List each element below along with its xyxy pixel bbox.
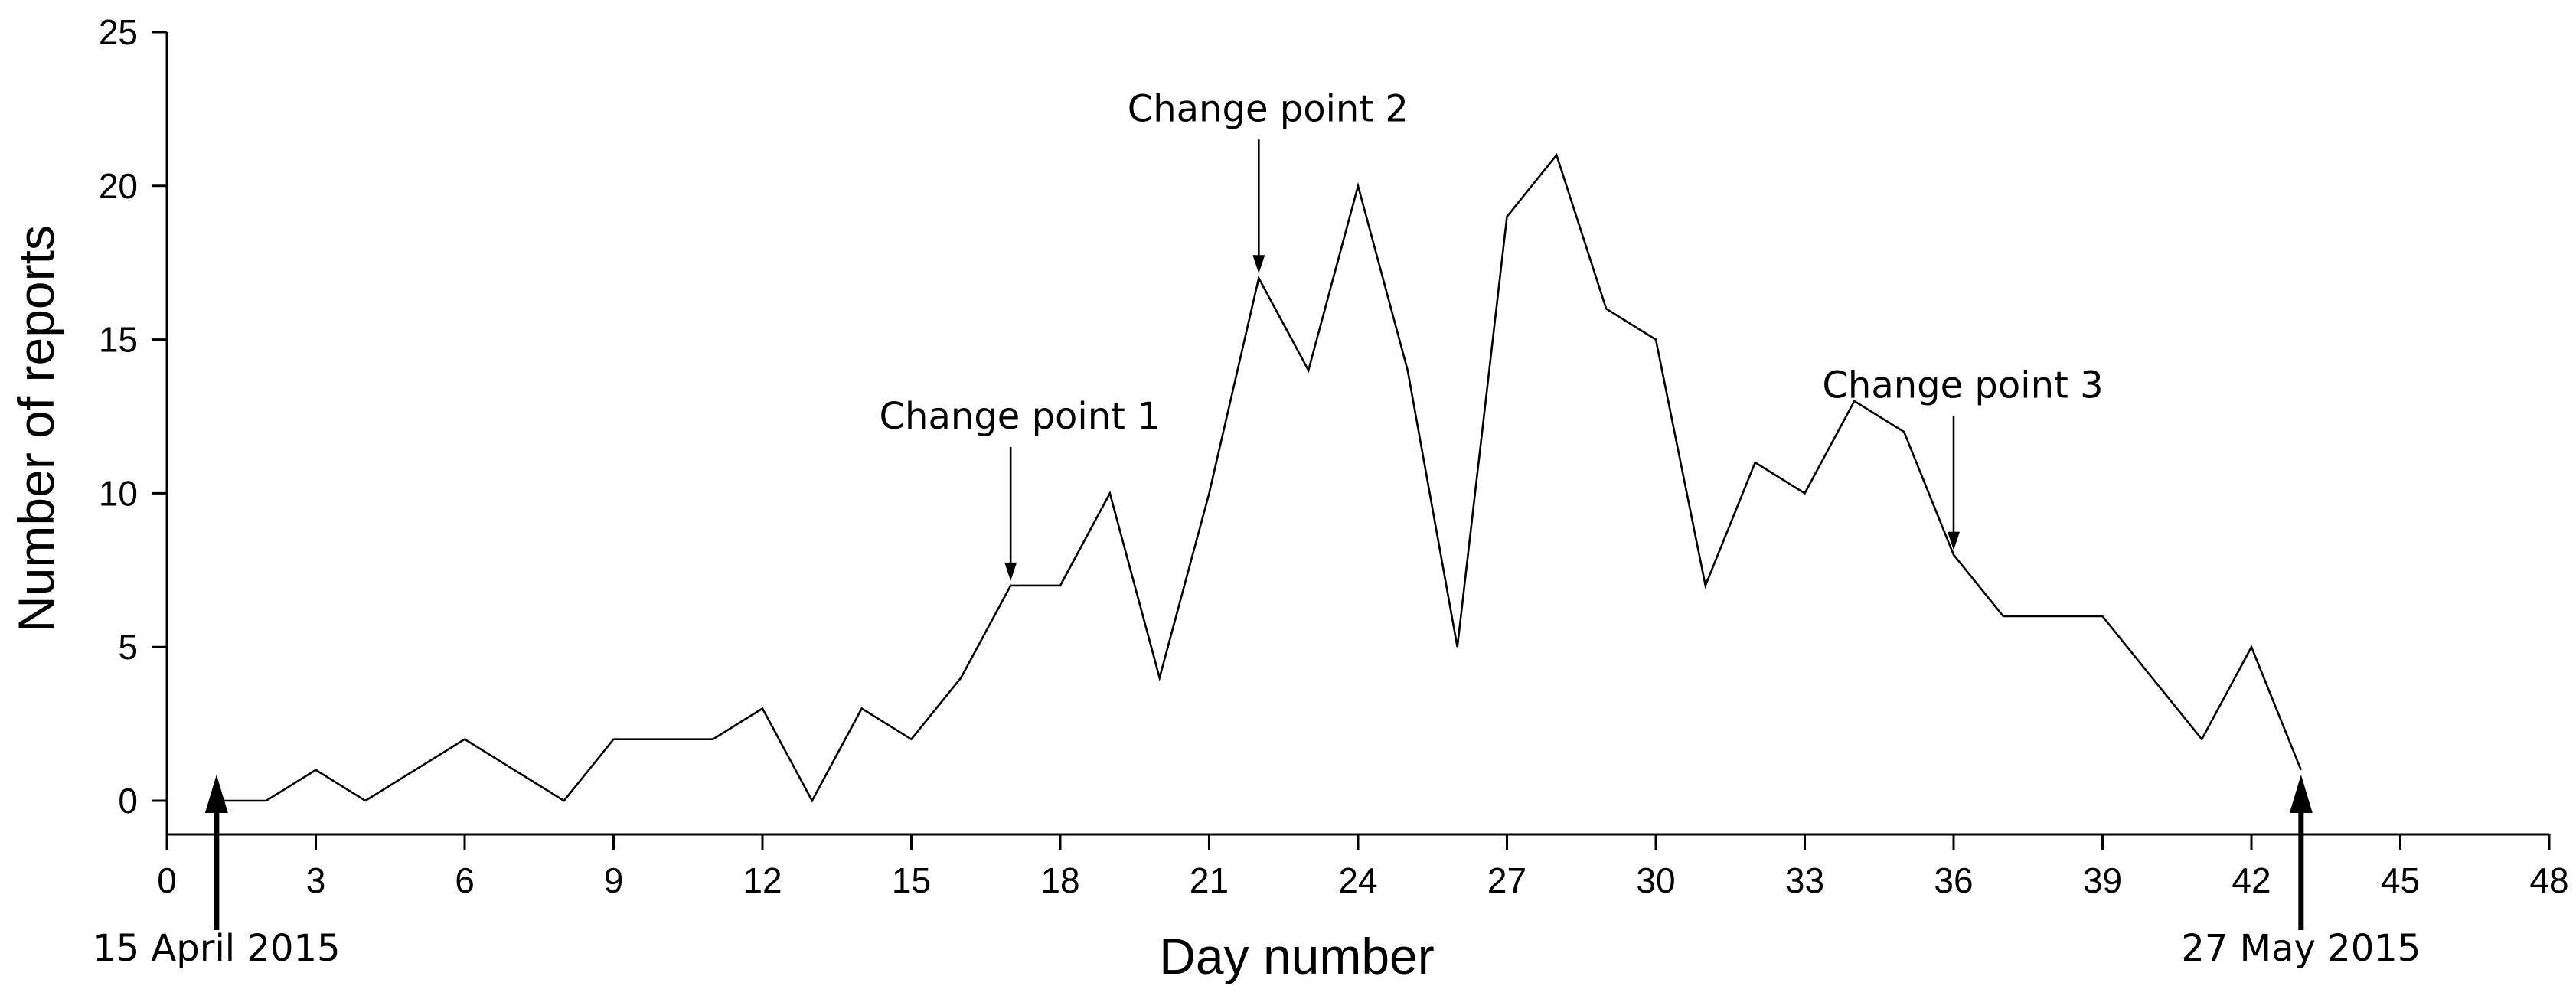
- date-label: 15 April 2015: [93, 927, 340, 970]
- x-tick-label: 36: [1934, 860, 1973, 900]
- x-tick-label: 15: [892, 860, 931, 900]
- x-tick-label: 27: [1487, 860, 1526, 900]
- change-point-label: Change point 3: [1822, 364, 2103, 407]
- x-tick-label: 24: [1338, 860, 1377, 900]
- x-tick-label: 12: [743, 860, 782, 900]
- y-axis-ticks: 0 5 10 15 20 25: [99, 12, 167, 821]
- annotations: Change point 1 Change point 2 Change point…: [93, 87, 2421, 970]
- date-arrowhead: [204, 775, 228, 813]
- y-tick-label: 20: [99, 166, 138, 206]
- y-axis-title: Number of reports: [8, 225, 64, 632]
- x-tick-label: 18: [1040, 860, 1079, 900]
- x-tick-label: 39: [2083, 860, 2122, 900]
- y-tick-label: 0: [118, 781, 138, 821]
- x-tick-label: 48: [2529, 860, 2568, 900]
- reports-series-line: [216, 152, 2303, 803]
- x-tick-label: 45: [2381, 860, 2420, 900]
- x-tick-label: 6: [455, 860, 475, 900]
- date-arrowhead: [2289, 775, 2313, 813]
- y-tick-label: 15: [99, 320, 138, 360]
- y-tick-label: 10: [99, 473, 138, 513]
- date-label: 27 May 2015: [2181, 927, 2421, 970]
- x-tick-label: 42: [2232, 860, 2271, 900]
- change-point-label: Change point 1: [880, 395, 1161, 438]
- x-tick-label: 30: [1636, 860, 1675, 900]
- change-point-arrowhead: [1252, 255, 1265, 274]
- x-tick-label: 21: [1190, 860, 1229, 900]
- x-axis-title: Day number: [1159, 928, 1435, 984]
- y-tick-label: 5: [118, 627, 138, 667]
- x-tick-label: 9: [604, 860, 624, 900]
- x-tick-label: 0: [157, 860, 177, 900]
- change-point-arrowhead: [1948, 531, 1960, 550]
- change-point-arrowhead: [1004, 562, 1017, 581]
- x-tick-label: 3: [306, 860, 326, 900]
- y-tick-label: 25: [99, 12, 138, 52]
- change-point-label: Change point 2: [1128, 87, 1409, 130]
- x-axis-ticks: 0 3 6 9 12 15 18 21 24 27 30 33 36 39 42 45 48: [157, 834, 2569, 900]
- x-tick-label: 33: [1785, 860, 1824, 900]
